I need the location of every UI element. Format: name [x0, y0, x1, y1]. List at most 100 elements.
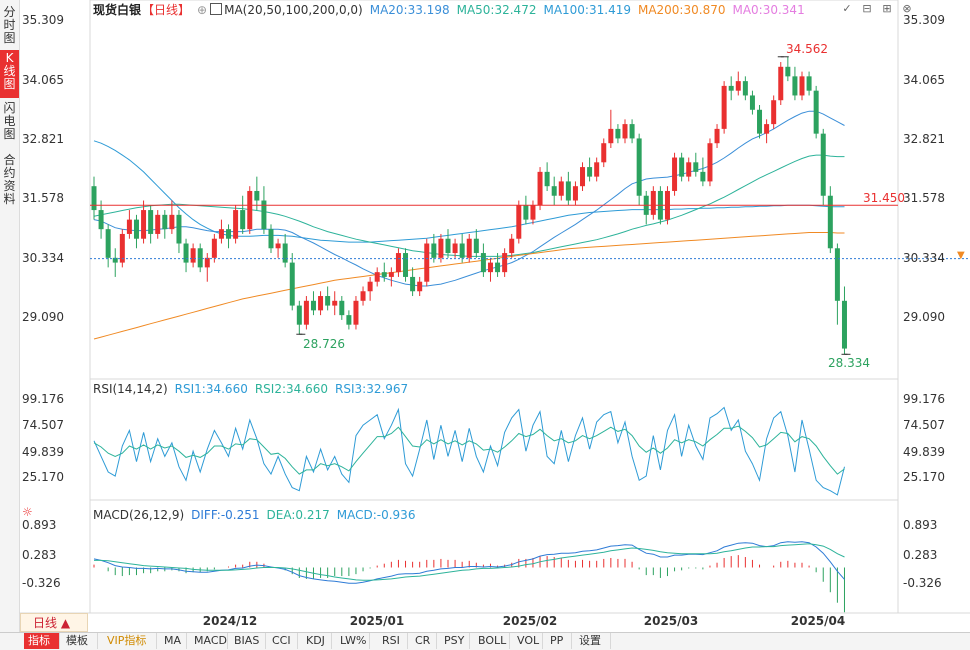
candle-body [148, 210, 154, 234]
tab-lw[interactable]: LW% [336, 633, 370, 649]
candle-body [622, 124, 628, 139]
candle-body [530, 205, 536, 220]
ma-params-icon[interactable] [210, 3, 223, 15]
price-tick-right: 35.309 [903, 13, 945, 27]
tab-templates[interactable]: 模板 [62, 633, 98, 649]
tab-bias[interactable]: BIAS [230, 633, 266, 649]
tab-boll[interactable]: BOLL [474, 633, 510, 649]
overlays [90, 56, 968, 355]
rsi1-line [93, 406, 845, 496]
candle [197, 243, 203, 273]
candle [509, 233, 515, 258]
candle [792, 66, 798, 101]
candle-body [728, 85, 734, 91]
candle-body [275, 243, 281, 249]
candle [643, 190, 649, 225]
candle [785, 56, 791, 82]
candle-body [438, 238, 444, 258]
tab-kdj[interactable]: KDJ [302, 633, 332, 649]
candle [721, 81, 727, 134]
tab-ma[interactable]: MA [160, 633, 187, 649]
tab-lightning[interactable]: 闪电图 [3, 101, 16, 141]
rsi-header: RSI(14,14,2) RSI1:34.660 RSI2:34.660 RSI3:3… [93, 381, 415, 397]
candle-body [381, 272, 387, 277]
candle [261, 186, 267, 234]
candle-body [325, 296, 331, 306]
check-icon[interactable]: ✓ [842, 2, 852, 15]
candle [799, 71, 805, 101]
tab-cci[interactable]: CCI [268, 633, 298, 649]
tab-contract-info[interactable]: 合约资料 [3, 153, 16, 206]
candle [183, 238, 189, 273]
candle-body [240, 210, 246, 230]
candle [841, 286, 847, 355]
candle-body [466, 238, 472, 258]
candle [240, 195, 246, 234]
rsi3-value: RSI3:32.967 [335, 382, 409, 396]
candle [806, 71, 812, 96]
candle-body [367, 281, 373, 292]
price-tick-right: 31.578 [903, 191, 945, 205]
price-tick-right: 30.334 [903, 251, 945, 265]
price-panel-frame [89, 0, 899, 380]
macd-panel [93, 541, 845, 613]
candle [558, 176, 564, 201]
candle-body [473, 238, 479, 254]
left-sidebar: 分时图 K线图 闪电图 合约资料 [0, 0, 20, 632]
tab-indicators[interactable]: 指标 [24, 633, 60, 649]
candle [204, 253, 210, 282]
candle-body [721, 85, 727, 129]
rsi2-value: RSI2:34.660 [254, 382, 329, 396]
candle-body [650, 190, 656, 215]
tab-psy[interactable]: PSY [440, 633, 470, 649]
tab-settings[interactable]: 设置 [575, 633, 611, 649]
close-icon[interactable]: ⊗ [902, 2, 912, 15]
tab-rsi[interactable]: RSI [378, 633, 408, 649]
price-tick-right: 32.821 [903, 132, 945, 146]
candle [275, 238, 281, 258]
candle-body [289, 262, 295, 306]
candle [502, 248, 508, 277]
candle [310, 291, 316, 316]
candle-body [268, 229, 274, 249]
maximize-icon[interactable]: ⊞ [882, 2, 892, 15]
candle [742, 76, 748, 101]
tab-kline[interactable]: K线图 [0, 50, 19, 98]
candle-body [346, 315, 352, 325]
candle-body [551, 186, 557, 196]
candle-body [778, 66, 784, 101]
high-price-label: 34.562 [786, 42, 828, 56]
candle [601, 138, 607, 168]
candle-body [112, 257, 118, 263]
candle [176, 210, 182, 254]
settings-sun-icon[interactable]: ☼ [22, 505, 33, 519]
candle [749, 90, 755, 115]
price-tick-left: 29.090 [22, 310, 64, 324]
candle-body [764, 124, 770, 134]
candle [764, 119, 770, 144]
tab-vol[interactable]: VOL [513, 633, 543, 649]
macd-tick-left: 0.893 [22, 518, 57, 532]
candle-body [98, 210, 104, 230]
minimize-icon[interactable]: ⊟ [862, 2, 872, 15]
tab-pp[interactable]: PP [546, 633, 572, 649]
candle [572, 181, 578, 206]
tab-cr[interactable]: CR [411, 633, 437, 649]
candle [473, 229, 479, 258]
candle-body [197, 248, 203, 268]
candle [445, 229, 451, 258]
tab-macd[interactable]: MACD [190, 633, 228, 649]
candle [247, 186, 253, 234]
candle [594, 157, 600, 182]
candle [615, 124, 621, 144]
candle [303, 296, 309, 330]
tab-timeshare[interactable]: 分时图 [3, 5, 16, 45]
target-icon[interactable]: ⊕ [197, 3, 208, 17]
period-selector-button[interactable]: 日线 ▲ [20, 613, 88, 632]
candlestick-chart[interactable] [0, 0, 970, 632]
candle-body [261, 200, 267, 230]
candle-body [126, 219, 132, 234]
tab-vip-indicators[interactable]: VIP指标 [103, 633, 157, 649]
macd-tick-right: 0.283 [903, 548, 938, 562]
candle-body [629, 124, 635, 139]
